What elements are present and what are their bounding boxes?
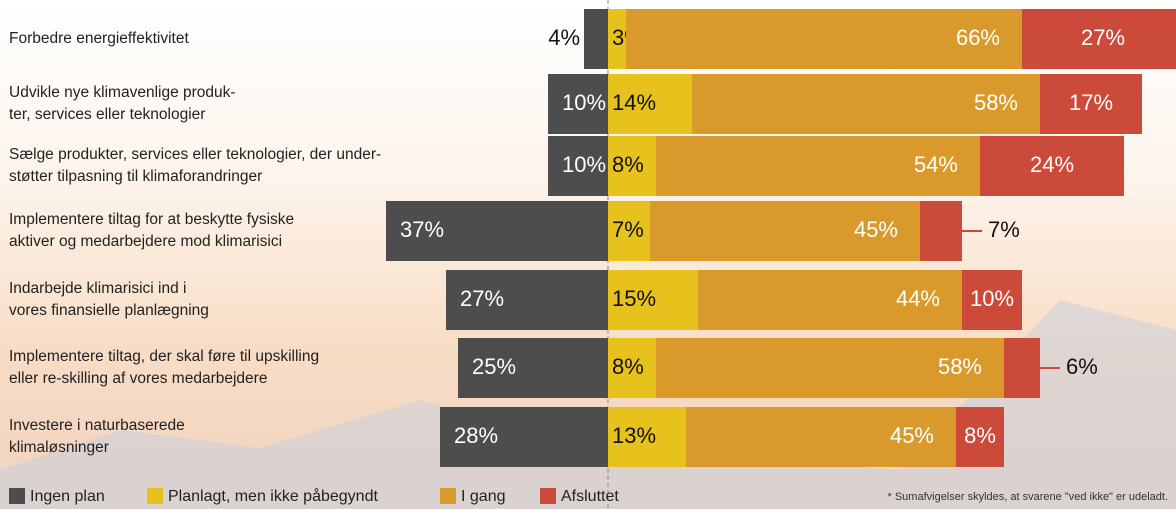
legend-label: Planlagt, men ikke påbegyndt — [168, 487, 378, 505]
value-label: 66% — [956, 25, 1000, 50]
value-label: 54% — [914, 152, 958, 177]
category-label: Sælge produkter, services eller teknolog… — [9, 146, 381, 163]
bar — [584, 9, 608, 69]
footnote: * Sumafvigelser skyldes, at svarene "ved… — [888, 491, 1169, 503]
value-label: 45% — [854, 217, 898, 242]
category-label: Udvikle nye klimavenlige produk- — [9, 84, 236, 101]
value-label: 37% — [400, 217, 444, 242]
value-label: 8% — [612, 354, 644, 379]
legend-swatch — [440, 488, 456, 504]
value-label: 10% — [970, 286, 1014, 311]
category-label: Indarbejde klimarisici ind i — [9, 280, 186, 297]
category-label: støtter tilpasning til klimaforandringer — [9, 168, 262, 185]
value-label: 8% — [964, 423, 996, 448]
category-label: Forbedre energieffektivitet — [9, 30, 189, 47]
legend-swatch — [540, 488, 556, 504]
value-label: 7% — [612, 217, 644, 242]
value-label: 7% — [988, 217, 1020, 242]
category-label: aktiver og medarbejdere mod klimarisici — [9, 233, 282, 250]
category-label: ter, services eller teknologier — [9, 106, 205, 123]
value-label: 15% — [612, 286, 656, 311]
value-label: 27% — [460, 286, 504, 311]
legend-label: Afsluttet — [561, 488, 619, 505]
value-label: 10% — [562, 152, 606, 177]
bar — [1004, 338, 1040, 398]
value-label: 10% — [562, 90, 606, 115]
legend-swatch — [9, 488, 25, 504]
value-label: 44% — [896, 286, 940, 311]
category-label: Implementere tiltag for at beskytte fysi… — [9, 211, 294, 228]
legend-swatch — [147, 488, 163, 504]
value-label: 58% — [938, 354, 982, 379]
value-label: 14% — [612, 90, 656, 115]
category-label: Implementere tiltag, der skal føre til u… — [9, 348, 319, 365]
bar — [920, 201, 962, 261]
value-label: 8% — [612, 152, 644, 177]
value-label: 13% — [612, 423, 656, 448]
value-label: 45% — [890, 423, 934, 448]
legend-label: I gang — [461, 488, 505, 505]
value-label: 17% — [1069, 90, 1113, 115]
value-label: 28% — [454, 423, 498, 448]
legend-label: Ingen plan — [30, 488, 105, 505]
value-label: 24% — [1030, 152, 1074, 177]
value-label: 25% — [472, 354, 516, 379]
chart: * Sumafvigelser skyldes, at svarene "ved… — [0, 0, 1176, 509]
category-label: Investere i naturbaserede — [9, 417, 185, 434]
category-label: eller re-skilling af vores medarbejdere — [9, 370, 267, 387]
value-label: 6% — [1066, 354, 1098, 379]
value-label: 58% — [974, 90, 1018, 115]
value-label: 4% — [548, 25, 580, 50]
category-label: klimaløsninger — [9, 439, 109, 456]
value-label: 27% — [1081, 25, 1125, 50]
category-label: vores finansielle planlægning — [9, 302, 209, 319]
